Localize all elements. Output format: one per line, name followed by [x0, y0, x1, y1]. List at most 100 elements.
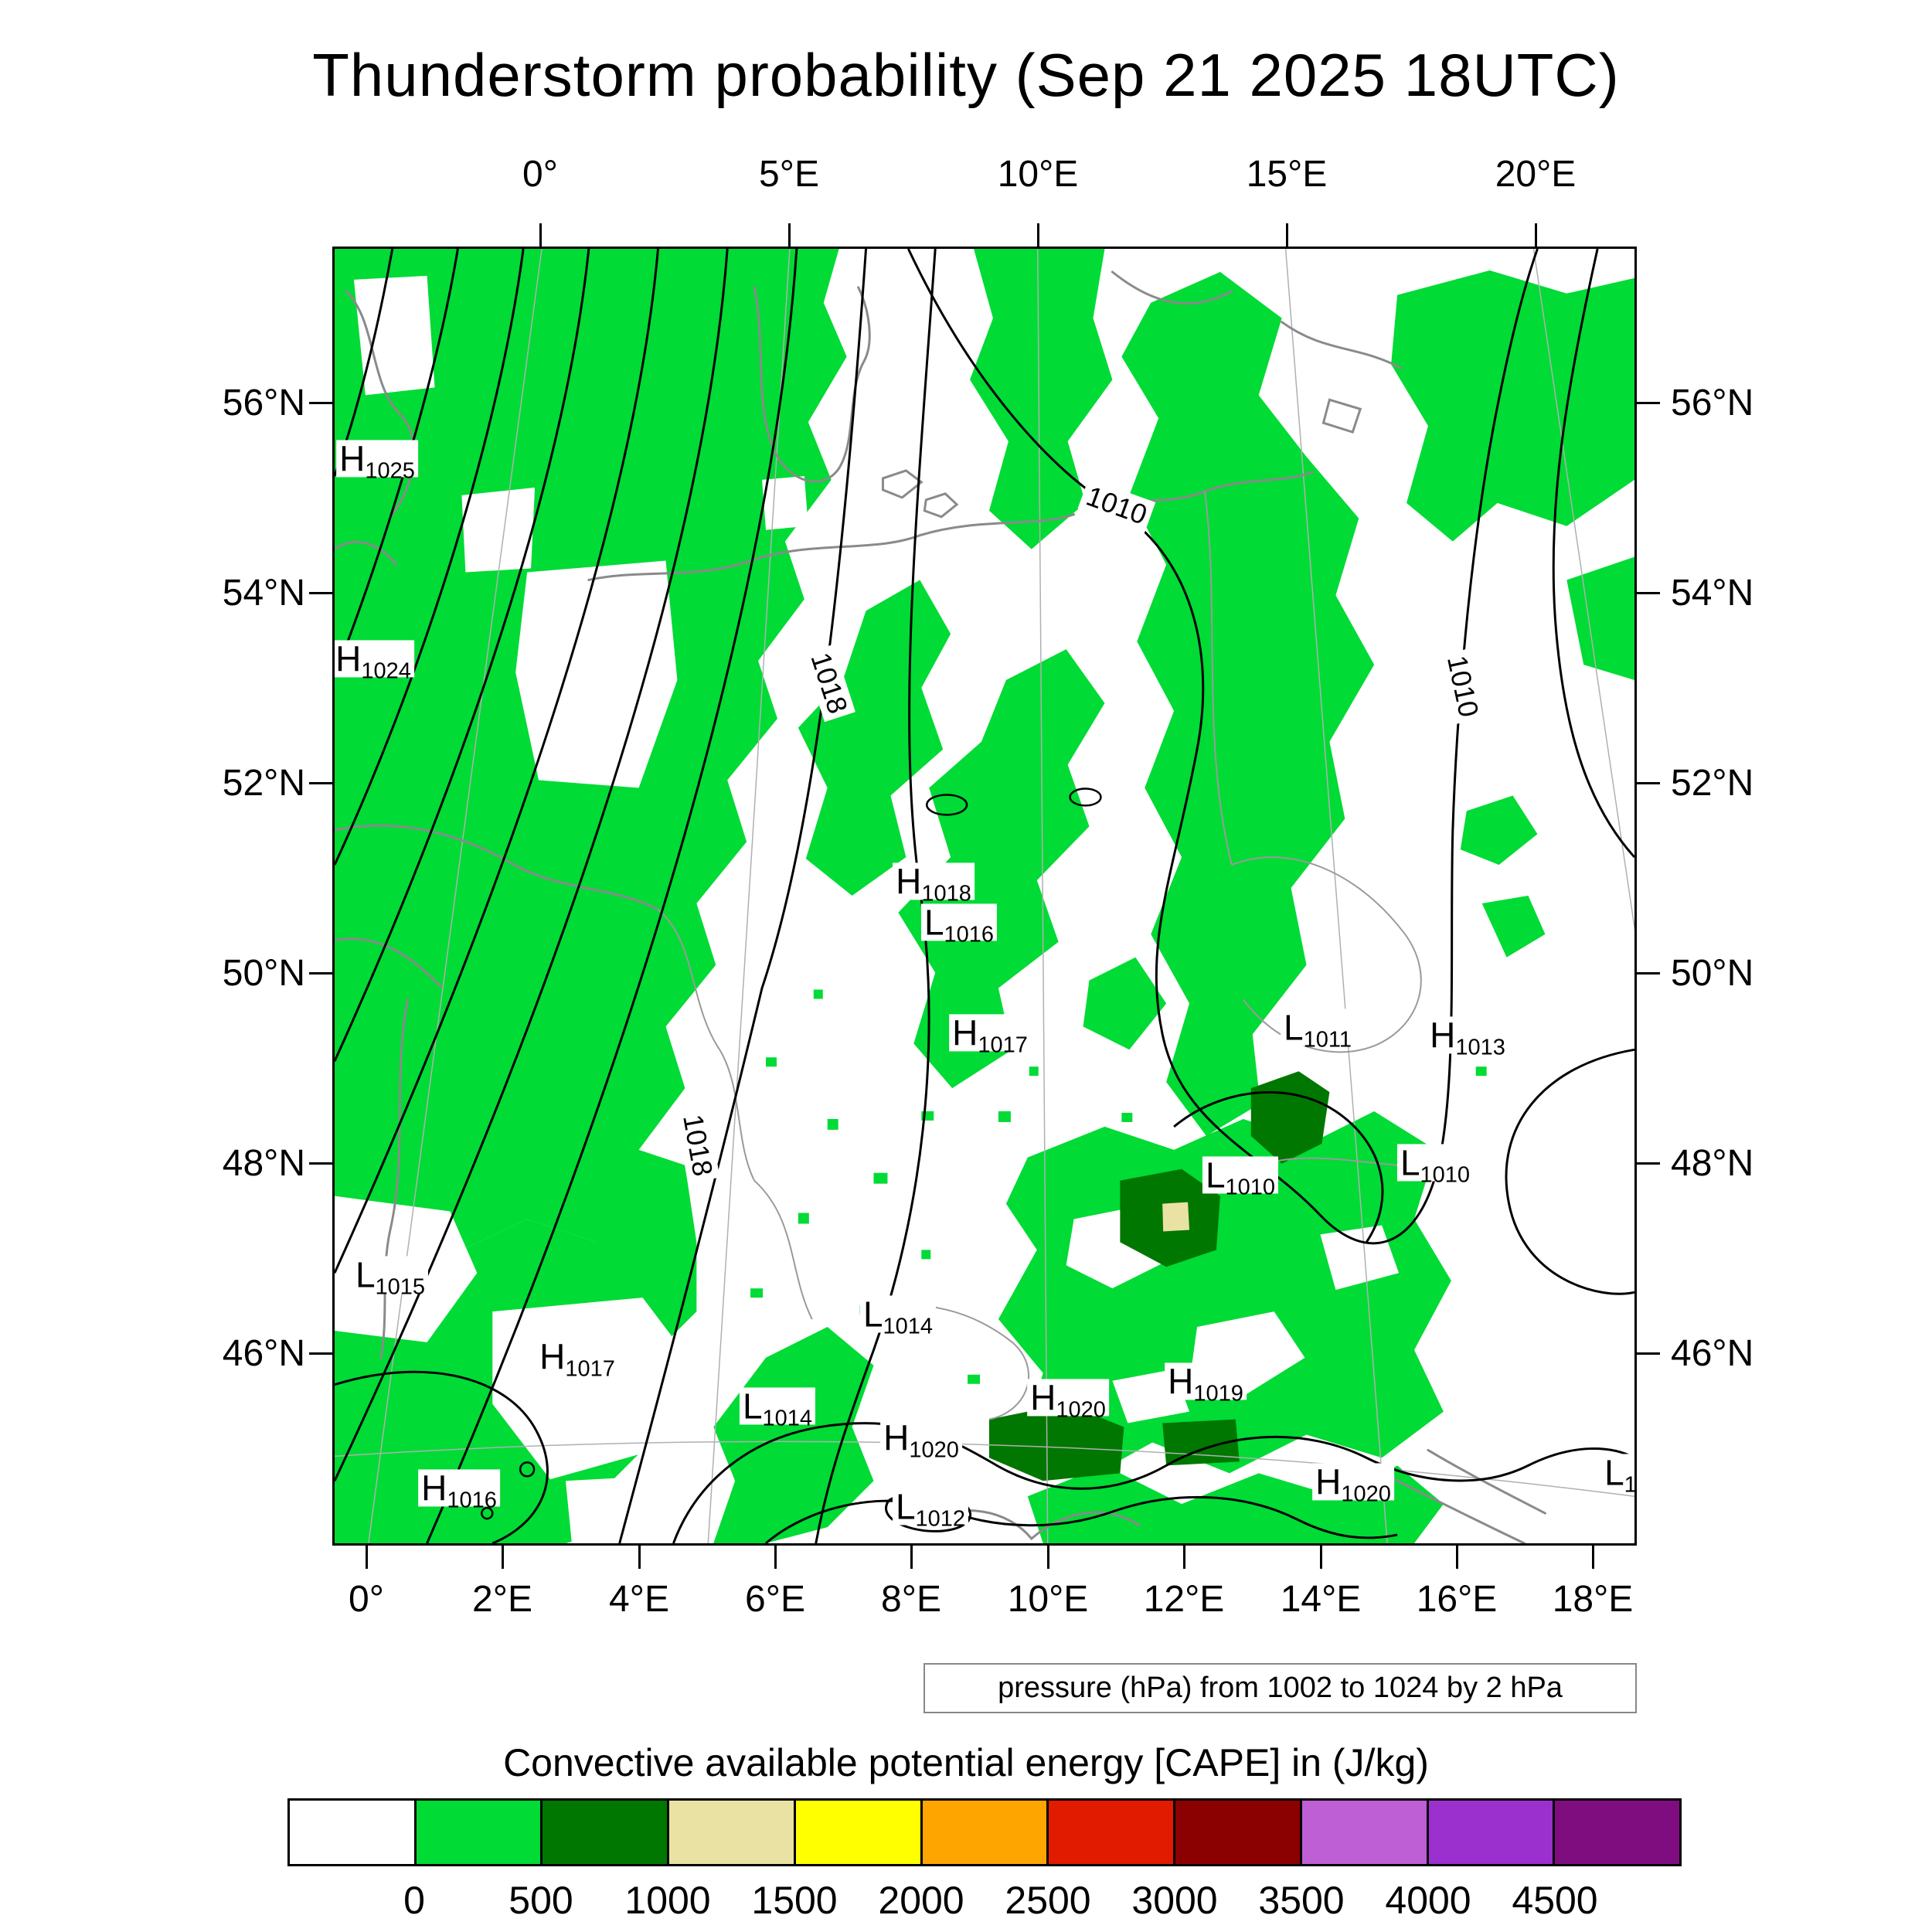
tick-mark	[1637, 972, 1660, 975]
tick-mark	[774, 1546, 777, 1569]
tick-mark	[366, 1546, 368, 1569]
tick-mark	[1637, 1162, 1660, 1165]
pressure-letter: L	[1284, 1007, 1304, 1048]
pressure-value: 1019	[1193, 1381, 1243, 1406]
pressure-letter: L	[742, 1386, 763, 1427]
tick-mark	[502, 1546, 504, 1569]
colorbar-tick-6: 3000	[1131, 1879, 1218, 1922]
tick-mark	[309, 592, 332, 594]
pressure-value: 1024	[361, 658, 411, 684]
tick-mark	[309, 782, 332, 784]
cape-fill-darkgreen	[988, 1071, 1330, 1481]
colorbar-tick-4: 2000	[878, 1879, 964, 1922]
tick-mark	[309, 402, 332, 404]
axis-label-bottom-6: 12°E	[1143, 1579, 1225, 1620]
pressure-letter: H	[335, 638, 362, 679]
pressure-letter: H	[1168, 1361, 1194, 1402]
colorbar-tick-3: 1500	[751, 1879, 838, 1922]
tick-mark	[1637, 592, 1660, 594]
pressure-center-17: H1016	[418, 1469, 500, 1512]
tick-mark	[1047, 1546, 1049, 1569]
tick-mark	[309, 972, 332, 975]
pressure-value: 1012	[915, 1506, 966, 1532]
tick-mark	[1535, 223, 1537, 247]
axis-label-top-4: 20°E	[1495, 154, 1577, 195]
pressure-letter: L	[862, 1294, 883, 1335]
axis-label-left-4: 48°N	[222, 1143, 305, 1184]
colorbar-cell-3	[669, 1801, 796, 1864]
pressure-center-19: L10	[1601, 1454, 1634, 1497]
axis-label-bottom-7: 14°E	[1280, 1579, 1362, 1620]
pressure-center-11: L1014	[859, 1294, 937, 1338]
colorbar-tick-5: 2500	[1005, 1879, 1091, 1922]
pressure-center-2: H1018	[893, 862, 975, 906]
colorbar-cell-4	[795, 1801, 923, 1864]
axis-label-bottom-1: 2°E	[472, 1579, 532, 1620]
colorbar-tick-1: 500	[509, 1879, 573, 1922]
pressure-value: 1013	[1455, 1035, 1505, 1060]
pressure-value: 1010	[1225, 1175, 1276, 1200]
axis-label-right-5: 46°N	[1671, 1333, 1754, 1374]
axis-label-top-1: 5°E	[759, 154, 819, 195]
graticule	[335, 249, 1634, 1543]
pressure-letter: L	[355, 1254, 376, 1295]
axis-label-top-2: 10°E	[997, 154, 1079, 195]
axis-label-top-3: 15°E	[1246, 154, 1328, 195]
axis-label-left-5: 46°N	[222, 1333, 305, 1374]
pressure-center-8: L1010	[1396, 1144, 1474, 1187]
pressure-letter: L	[1205, 1155, 1226, 1196]
tick-mark	[638, 1546, 641, 1569]
tick-mark	[1320, 1546, 1322, 1569]
tick-mark	[1637, 1352, 1660, 1355]
axis-label-bottom-5: 10°E	[1007, 1579, 1089, 1620]
colorbar-cell-5	[922, 1801, 1049, 1864]
tick-mark	[309, 1352, 332, 1355]
pressure-letter: H	[1430, 1015, 1456, 1056]
page-title: Thunderstorm probability (Sep 21 2025 18…	[312, 41, 1620, 109]
pressure-letter: H	[883, 1417, 910, 1458]
map-area: H1025 H1024 H1018 L1016 H1017 L1011 H101…	[332, 247, 1637, 1546]
pressure-value: 1010	[1420, 1162, 1471, 1188]
pressure-value: 1016	[447, 1488, 497, 1513]
pressure-center-12: L1014	[739, 1386, 816, 1430]
pressure-value: 1020	[1056, 1397, 1106, 1423]
pressure-note: pressure (hPa) from 1002 to 1024 by 2 hP…	[923, 1663, 1637, 1713]
axis-label-right-4: 48°N	[1671, 1143, 1754, 1184]
pressure-center-1: H1024	[335, 638, 414, 683]
colorbar-cell-7	[1175, 1801, 1302, 1864]
pressure-center-4: H1017	[949, 1012, 1031, 1057]
axis-label-left-0: 56°N	[222, 383, 305, 423]
pressure-center-10: H1017	[536, 1338, 618, 1381]
pressure-center-0: H1025	[336, 440, 418, 483]
axis-label-right-0: 56°N	[1671, 383, 1754, 423]
axis-label-bottom-0: 0°	[349, 1579, 384, 1620]
pressure-center-13: H1020	[880, 1417, 962, 1462]
axis-label-bottom-3: 6°E	[745, 1579, 805, 1620]
tick-mark	[539, 223, 542, 247]
pressure-center-7: L1010	[1202, 1155, 1279, 1199]
pressure-letter: L	[923, 902, 944, 943]
pressure-center-6: H1013	[1427, 1015, 1509, 1060]
pressure-value: 1017	[565, 1356, 615, 1382]
pressure-value: 10	[1624, 1472, 1637, 1498]
tick-mark	[788, 223, 791, 247]
pressure-center-18: H1020	[1312, 1461, 1394, 1506]
tick-mark	[1286, 223, 1288, 247]
colorbar	[287, 1798, 1682, 1866]
pressure-value: 1016	[944, 922, 995, 947]
pressure-value: 1017	[978, 1032, 1028, 1058]
pressure-letter: H	[1315, 1461, 1342, 1502]
cape-fill-green	[335, 249, 1634, 1543]
colorbar-tick-9: 4500	[1512, 1879, 1598, 1922]
pressure-center-16: L1012	[892, 1488, 969, 1531]
cape-fill-khaki	[1162, 1202, 1190, 1232]
tick-mark	[910, 1546, 913, 1569]
axis-label-right-3: 50°N	[1671, 953, 1754, 994]
pressure-letter: H	[1030, 1377, 1056, 1418]
pressure-letter: H	[952, 1012, 978, 1053]
axis-label-left-1: 54°N	[222, 573, 305, 614]
tick-mark	[1037, 223, 1039, 247]
colorbar-cell-10	[1555, 1801, 1680, 1864]
colorbar-title: Convective available potential energy [C…	[503, 1741, 1429, 1784]
